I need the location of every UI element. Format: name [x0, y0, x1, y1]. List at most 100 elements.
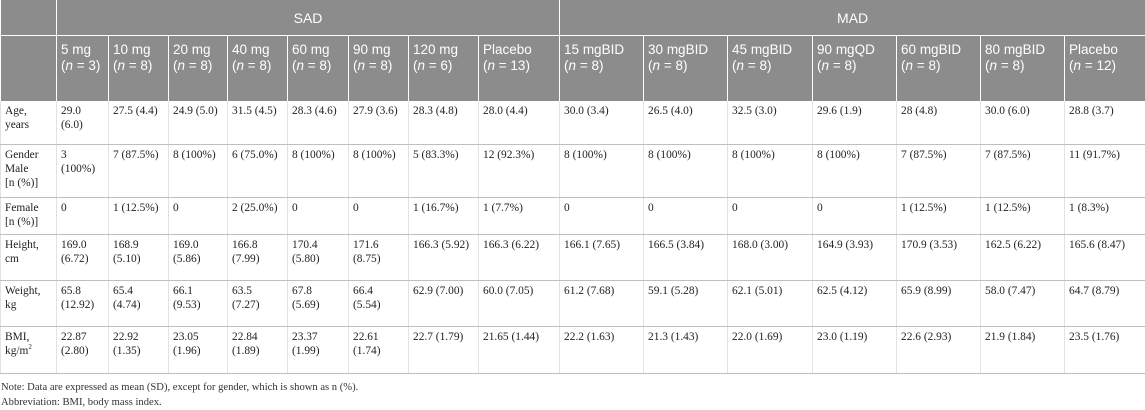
table-cell: 22.7 (1.79) — [409, 327, 479, 374]
table-cell: 28.0 (4.4) — [479, 101, 560, 145]
table-cell: 1 (12.5%) — [109, 198, 169, 235]
table-cell: 26.5 (4.0) — [644, 101, 728, 145]
cell-value: (12.92) — [61, 298, 104, 312]
table-cell: 164.9 (3.93) — [813, 235, 897, 281]
cell-value: (1.89) — [232, 344, 283, 358]
cell-value: 22.2 (1.63) — [564, 330, 639, 344]
cell-value: 1 (12.5%) — [901, 201, 976, 215]
cell-value: 31.5 (4.5) — [232, 104, 283, 118]
cell-value: 1 (7.7%) — [483, 201, 555, 215]
group-size: 8 — [591, 58, 599, 73]
dose-label: 120 mg — [413, 42, 458, 57]
table-cell: 58.0 (7.47) — [981, 281, 1065, 327]
cell-value: 7 (87.5%) — [113, 148, 164, 162]
table-cell: 23.0 (1.19) — [813, 327, 897, 374]
n-symbol: n — [653, 58, 661, 73]
row-label-line: cm — [5, 252, 52, 266]
cell-value: 28.3 (4.6) — [292, 104, 344, 118]
cell-value: 0 — [648, 201, 723, 215]
cell-value: 166.3 (5.92) — [413, 238, 474, 252]
table-cell: 66.1(9.53) — [169, 281, 228, 327]
table-cell: 0 — [644, 198, 728, 235]
table-cell: 32.5 (3.0) — [728, 101, 813, 145]
column-header: 15 mgBID(n = 8) — [560, 36, 644, 102]
cell-value: 62.9 (7.00) — [413, 284, 474, 298]
mad-group-header: MAD — [560, 0, 1145, 36]
cell-value: (5.80) — [292, 252, 344, 266]
n-symbol: n — [906, 58, 914, 73]
table-cell: 0 — [349, 198, 409, 235]
dose-label: 90 mgQD — [817, 42, 875, 57]
cell-value: (1.99) — [292, 344, 344, 358]
group-size: 8 — [759, 58, 767, 73]
cell-value: 22.6 (2.93) — [901, 330, 976, 344]
n-equals: = — [829, 58, 844, 73]
cell-value: (9.53) — [173, 298, 223, 312]
table-cell: 1 (8.3%) — [1065, 198, 1145, 235]
group-size: 12 — [1096, 58, 1111, 73]
cell-value: (7.27) — [232, 298, 283, 312]
cell-value: 22.61 — [353, 330, 404, 344]
cell-value: 28.8 (3.7) — [1069, 104, 1141, 118]
corner-header — [1, 0, 57, 36]
cell-value: (6.0) — [61, 118, 104, 132]
row-label-line: [n (%)] — [5, 176, 52, 190]
table-cell: 30.0 (3.4) — [560, 101, 644, 145]
cell-value: 22.92 — [113, 330, 164, 344]
cell-value: 166.3 (6.22) — [483, 238, 555, 252]
cell-value: 7 (87.5%) — [985, 148, 1060, 162]
group-size: 8 — [319, 58, 327, 73]
cell-value: 23.37 — [292, 330, 344, 344]
cell-value: 59.1 (5.28) — [648, 284, 723, 298]
n-symbol: n — [118, 58, 126, 73]
cell-value: 170.4 — [292, 238, 344, 252]
table-cell: 65.8(12.92) — [57, 281, 109, 327]
n-symbol: n — [66, 58, 74, 73]
cell-value: 22.7 (1.79) — [413, 330, 474, 344]
cell-value: 7 (87.5%) — [901, 148, 976, 162]
cell-value: 30.0 (3.4) — [564, 104, 639, 118]
cell-value: 8 (100%) — [564, 148, 639, 162]
n-equals: = — [244, 58, 259, 73]
cell-value: 23.05 — [173, 330, 223, 344]
n-equals: = — [185, 58, 200, 73]
n-equals: = — [913, 58, 928, 73]
n-equals: = — [365, 58, 380, 73]
cell-value: (1.96) — [173, 344, 223, 358]
table-cell: 28.8 (3.7) — [1065, 101, 1145, 145]
cell-value: 164.9 (3.93) — [817, 238, 892, 252]
n-close: ) — [208, 58, 213, 73]
n-equals: = — [425, 58, 440, 73]
row-label-line: [n (%)] — [5, 215, 52, 229]
n-symbol: n — [358, 58, 366, 73]
dose-label: Placebo — [1069, 42, 1118, 57]
cell-value: 171.6 — [353, 238, 404, 252]
table-cell: 166.1 (7.65) — [560, 235, 644, 281]
n-equals: = — [997, 58, 1012, 73]
cell-value: 62.5 (4.12) — [817, 284, 892, 298]
table-cell: 22.92(1.35) — [109, 327, 169, 374]
row-label: Female[n (%)] — [1, 198, 57, 235]
table-cell: 168.9(5.10) — [109, 235, 169, 281]
table-cell: 22.87(2.80) — [57, 327, 109, 374]
n-equals: = — [495, 58, 510, 73]
cell-value: (7.99) — [232, 252, 283, 266]
n-equals: = — [125, 58, 140, 73]
table-cell: 1 (12.5%) — [981, 198, 1065, 235]
row-label: BMI,kg/m2 — [1, 327, 57, 374]
table-cell: 29.6 (1.9) — [813, 101, 897, 145]
table-cell: 21.3 (1.43) — [644, 327, 728, 374]
dose-label: 40 mg — [232, 42, 270, 57]
cell-value: 8 (100%) — [732, 148, 808, 162]
table-cell: 22.2 (1.63) — [560, 327, 644, 374]
row-label-line: Male — [5, 162, 52, 176]
dose-label: 80 mgBID — [985, 42, 1045, 57]
table-cell: 22.84(1.89) — [228, 327, 288, 374]
n-symbol: n — [1074, 58, 1082, 73]
n-close: ) — [767, 58, 772, 73]
table-cell: 0 — [57, 198, 109, 235]
cell-value: 29.0 — [61, 104, 104, 118]
cell-value: 1 (16.7%) — [413, 201, 474, 215]
abbreviation-note: Abbreviation: BMI, body mass index. — [1, 395, 1139, 410]
